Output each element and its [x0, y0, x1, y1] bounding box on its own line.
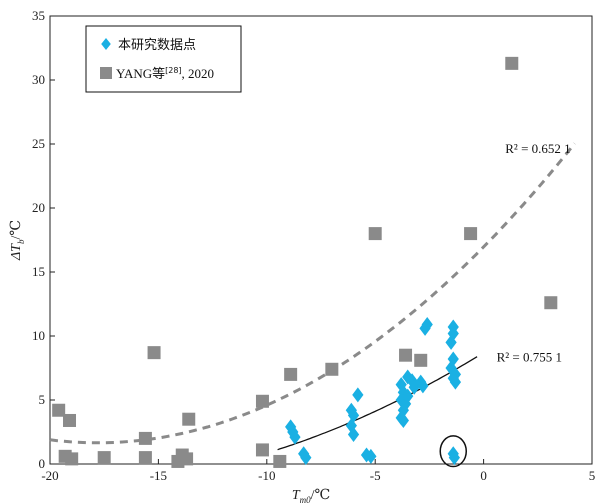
fit-label-1: R² = 0.755 1: [497, 350, 562, 365]
highlight-ellipse: [439, 435, 468, 468]
square-point: [284, 367, 298, 381]
data-points: [52, 56, 558, 468]
square-point: [368, 227, 382, 241]
square-point: [138, 431, 152, 445]
square-point: [180, 452, 194, 466]
square-point: [255, 394, 269, 408]
axes: -20 -15 -10 -5 0 5 0 5 10 15 20 25 30 35 Tm0/℃ ΔTb/℃: [9, 8, 595, 504]
square-point: [325, 362, 339, 376]
diamond-point: [419, 320, 431, 336]
diamond-point: [300, 450, 312, 466]
x-tick-label: -15: [150, 468, 167, 483]
diamond-point: [289, 429, 301, 445]
square-point: [414, 353, 428, 367]
x-tick-label: -20: [41, 468, 58, 483]
y-axis-label: ΔTb/℃: [9, 220, 26, 261]
annotations: [439, 435, 468, 468]
y-tick-label: 25: [32, 136, 45, 151]
diamond-point: [352, 387, 364, 403]
diamond-point: [365, 448, 377, 464]
diamond-point: [402, 388, 414, 404]
fit-curve-1: [277, 356, 478, 451]
legend: 本研究数据点 YANG等[28], 2020: [85, 25, 242, 93]
diamond-point: [448, 450, 460, 466]
x-tick-label: 5: [589, 468, 596, 483]
y-tick-label: 20: [32, 200, 45, 215]
square-point: [464, 227, 478, 241]
y-tick-label: 30: [32, 72, 45, 87]
legend-label-1: 本研究数据点: [118, 38, 196, 53]
y-tick-label: 15: [32, 264, 45, 279]
fit-label-2: R² = 0.652 1: [505, 141, 570, 156]
x-tick-label: -5: [370, 468, 381, 483]
diamond-point: [417, 378, 429, 394]
square-point: [63, 413, 77, 427]
square-point: [147, 346, 161, 360]
fit-curves: R² = 0.755 1 R² = 0.652 1: [49, 141, 576, 451]
square-point: [273, 454, 287, 468]
diamond-point: [397, 412, 410, 428]
square-point: [65, 452, 79, 466]
y-tick-label: 0: [39, 456, 46, 471]
x-tick-label: 0: [480, 468, 487, 483]
plot-frame: [49, 15, 593, 465]
legend-diamond-icon: [101, 38, 111, 50]
square-point: [544, 296, 558, 310]
diamond-point: [445, 334, 457, 350]
square-point: [97, 451, 111, 465]
square-point: [255, 443, 269, 457]
diamond-point: [449, 374, 462, 390]
square-point: [399, 348, 413, 362]
x-axis-label: Tm0/℃: [292, 488, 330, 504]
legend-box: [85, 25, 242, 93]
diamond-point: [347, 427, 360, 443]
square-point: [52, 403, 66, 417]
square-point: [182, 412, 196, 426]
square-point: [505, 56, 519, 70]
x-tick-label: -10: [258, 468, 275, 483]
square-point: [138, 451, 152, 465]
y-tick-label: 5: [39, 392, 46, 407]
fit-curve-2: [49, 142, 576, 445]
legend-square-icon: [100, 67, 112, 79]
y-tick-label: 10: [32, 328, 45, 343]
y-tick-label: 35: [32, 8, 45, 23]
legend-label-2: YANG等[28], 2020: [116, 66, 214, 81]
